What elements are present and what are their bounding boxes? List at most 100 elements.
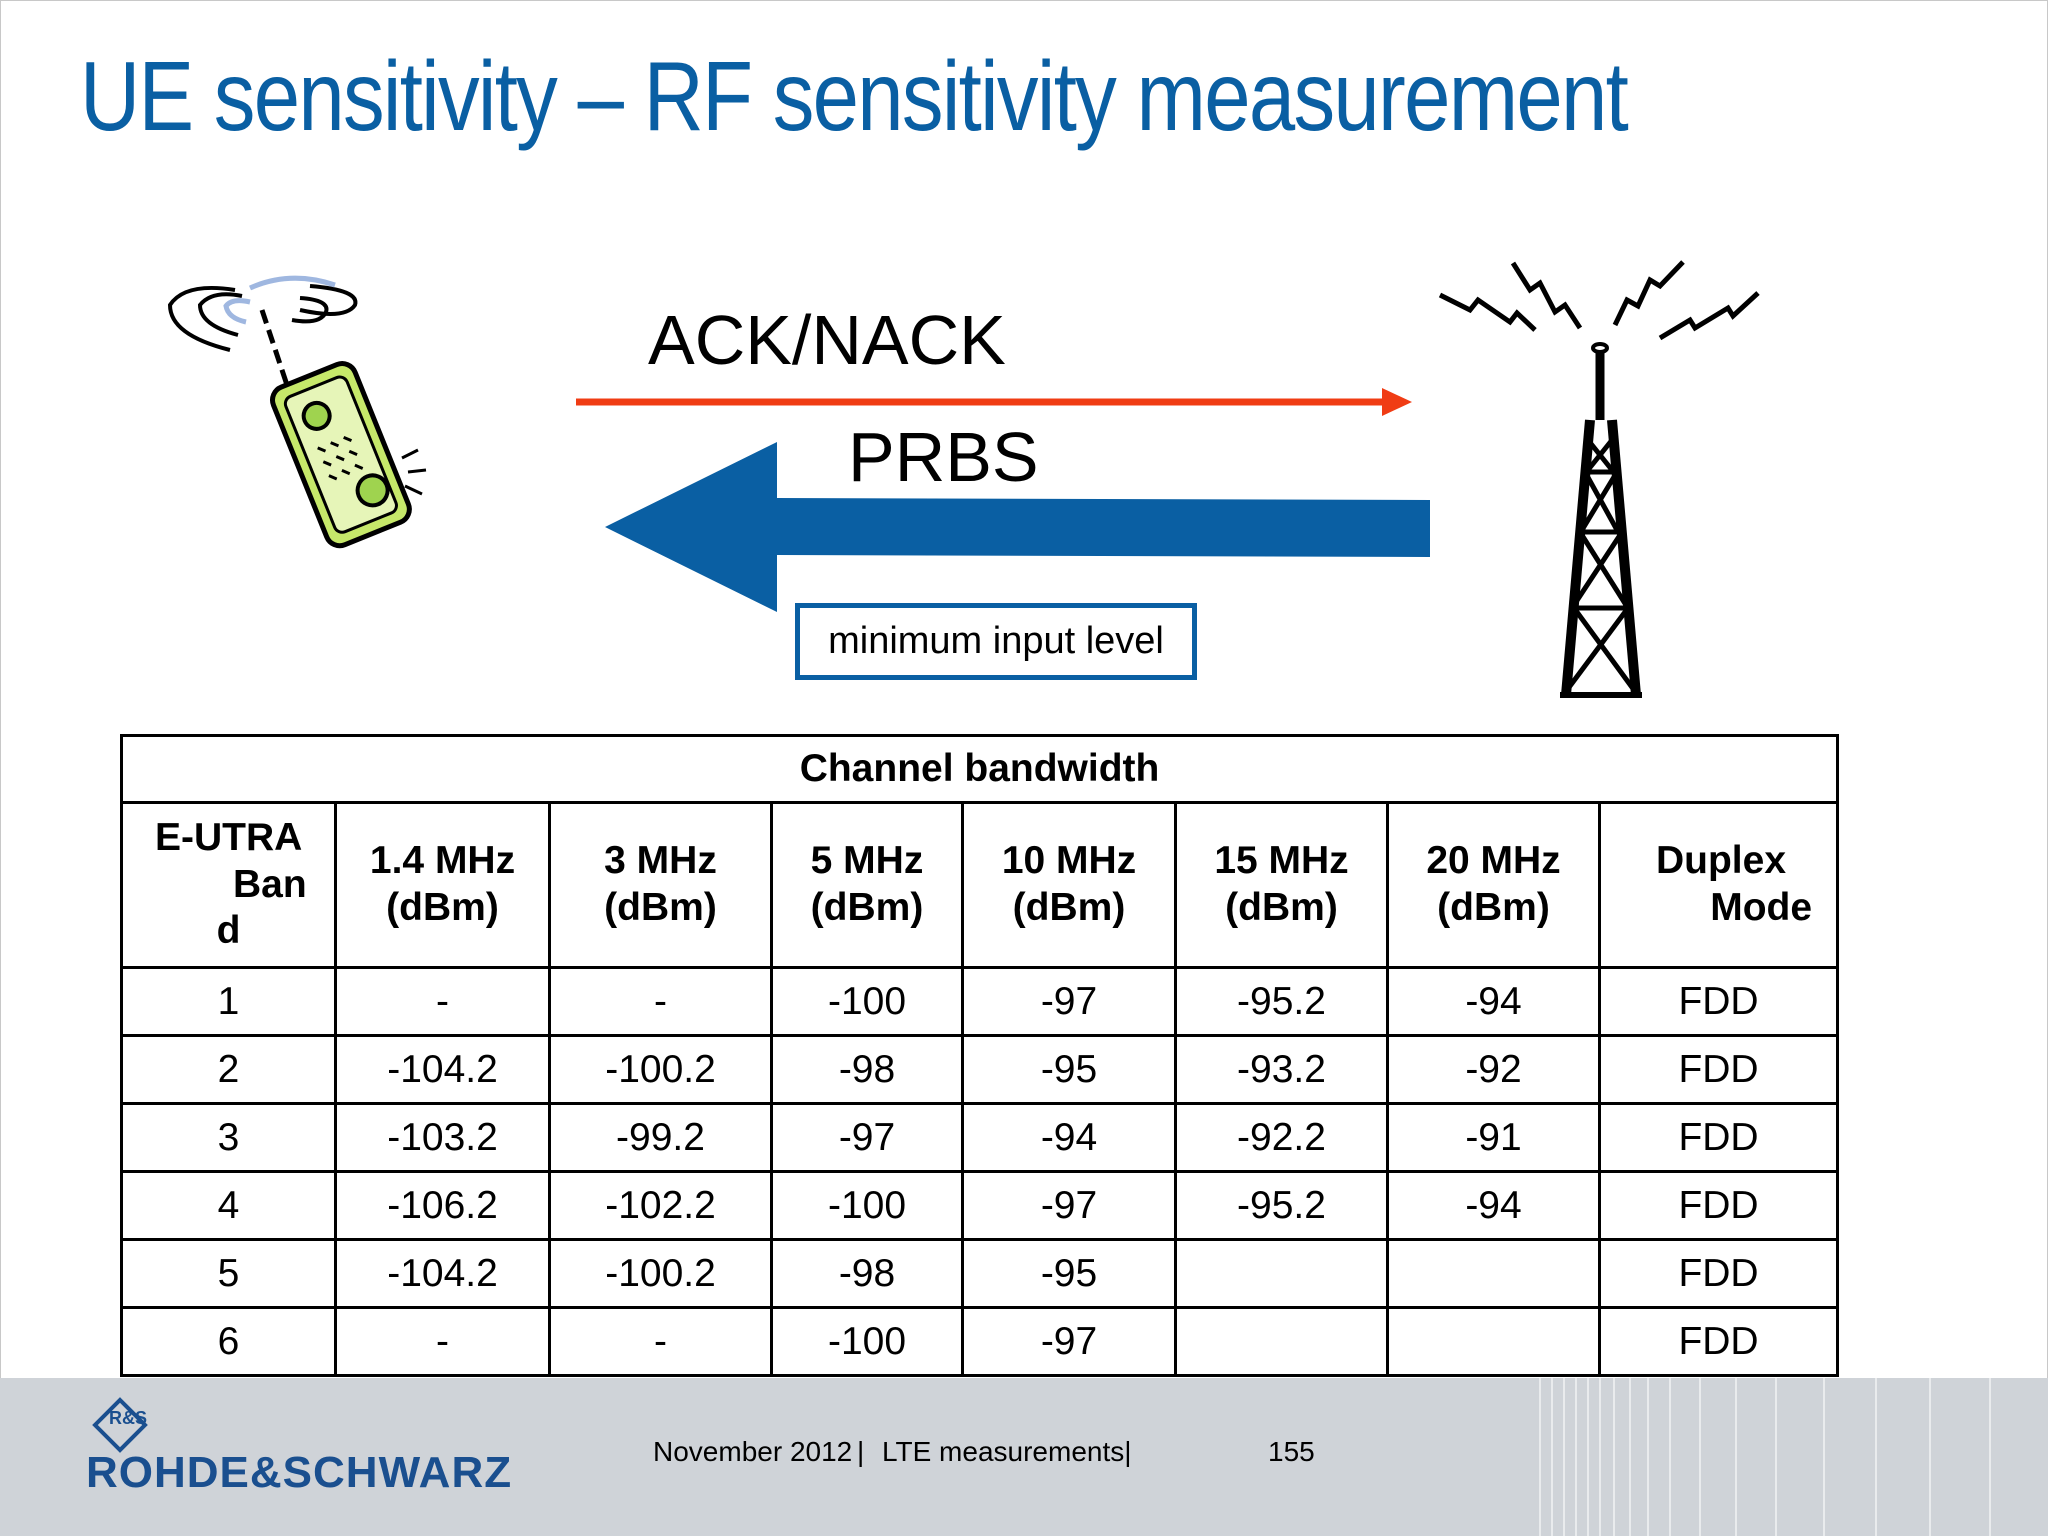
sensitivity-cell: -95.2	[1174, 966, 1389, 1037]
sensitivity-cell: -104.2	[334, 1238, 551, 1309]
table-row: 5 -104.2 -100.2 -98 -95 FDD	[120, 1238, 1840, 1309]
sensitivity-cell: -92	[1386, 1034, 1601, 1105]
header-text: 20 MHz	[1426, 839, 1561, 883]
duplex-cell: FDD	[1597, 1034, 1840, 1105]
sensitivity-cell: -92.2	[1174, 1102, 1389, 1173]
sensitivity-cell: -100	[770, 966, 964, 1037]
bandwidth-header-20mhz: 20 MHz (dBm)	[1386, 801, 1601, 969]
duplex-cell: FDD	[1597, 966, 1840, 1037]
table-row: 2 -104.2 -100.2 -98 -95 -93.2 -92 FDD	[120, 1034, 1840, 1105]
sensitivity-cell: -97	[961, 1170, 1177, 1241]
sensitivity-cell: -95	[961, 1238, 1177, 1309]
logo-wordmark: ROHDE&SCHWARZ	[86, 1448, 513, 1497]
sensitivity-cell: -	[334, 966, 551, 1037]
sensitivity-cell: -97	[961, 1306, 1177, 1377]
sensitivity-cell	[1174, 1306, 1389, 1377]
footer-stripes	[1539, 1378, 1991, 1536]
sensitivity-cell: -95	[961, 1034, 1177, 1105]
sensitivity-cell: -97	[770, 1102, 964, 1173]
header-unit: (dBm)	[1437, 886, 1550, 929]
bandwidth-header-1-4mhz: 1.4 MHz (dBm)	[334, 801, 551, 969]
footer-date: November 2012	[653, 1436, 853, 1467]
duplex-cell: FDD	[1597, 1238, 1840, 1309]
footer-bar	[0, 1378, 2048, 1536]
table-header-row: E-UTRA Ban d 1.4 MHz (dBm) 3 MHz (dBm) 5 M…	[120, 801, 1840, 969]
channel-bandwidth-header: Channel bandwidth	[119, 734, 1840, 804]
sensitivity-cell: -94	[1386, 1170, 1601, 1241]
minimum-input-level-box: minimum input level	[795, 603, 1197, 680]
band-cell: 2	[120, 1034, 337, 1105]
header-text: 15 MHz	[1214, 839, 1349, 883]
sensitivity-cell	[1174, 1238, 1389, 1309]
duplex-cell: FDD	[1597, 1102, 1840, 1173]
header-unit: (dBm)	[386, 886, 499, 929]
header-unit: (dBm)	[604, 886, 717, 929]
band-header-line-3: d	[216, 909, 241, 953]
duplex-cell: FDD	[1597, 1170, 1840, 1241]
sensitivity-cell: -	[548, 966, 773, 1037]
band-cell: 4	[120, 1170, 337, 1241]
sensitivity-cell: -93.2	[1174, 1034, 1389, 1105]
table-row: 6- - -100 -97 FDD	[120, 1306, 1840, 1377]
sensitivity-cell: -91	[1386, 1102, 1601, 1173]
sensitivity-cell: -94	[961, 1102, 1177, 1173]
slide-title: UE sensitivity – RF sensitivity measurem…	[80, 41, 1629, 151]
sensitivity-cell: -100.2	[548, 1034, 773, 1105]
sensitivity-cell: -94	[1386, 966, 1601, 1037]
header-text: 1.4 MHz	[369, 839, 516, 883]
mobile-phone-icon	[167, 275, 427, 549]
sensitivity-cell: -99.2	[548, 1102, 773, 1173]
table-row: 1- - -100 -97 -95.2 -94 FDD	[120, 966, 1840, 1037]
table-body: 1- - -100 -97 -95.2 -94 FDD 2 -104.2 -100.2 -98 -95…	[120, 966, 1840, 1377]
sensitivity-table: Channel bandwidth E-UTRA Ban d 1.4 MHz (d…	[119, 734, 1840, 1377]
band-cell: 6	[120, 1306, 337, 1377]
table-row: 4 -106.2 -102.2 -100 -97 -95.2 -94 FDD	[120, 1170, 1840, 1241]
duplex-cell: FDD	[1597, 1306, 1840, 1377]
prbs-label: PRBS	[848, 418, 1039, 496]
sensitivity-cell: -103.2	[334, 1102, 551, 1173]
sensitivity-cell: -	[334, 1306, 551, 1377]
duplex-header-line-1: Duplex	[1656, 839, 1787, 883]
header-unit: (dBm)	[1225, 886, 1338, 929]
band-cell: 1	[120, 966, 337, 1037]
ack-nack-label: ACK/NACK	[648, 301, 1006, 379]
bandwidth-header-5mhz: 5 MHz (dBm)	[770, 801, 964, 969]
footer-topic: LTE measurements|	[882, 1436, 1132, 1467]
footer-page-number: 155	[1268, 1436, 1315, 1467]
header-text: 5 MHz	[810, 839, 924, 883]
sensitivity-cell: -104.2	[334, 1034, 551, 1105]
sensitivity-cell: -102.2	[548, 1170, 773, 1241]
header-unit: (dBm)	[810, 886, 924, 929]
band-header-line-2: Ban	[233, 862, 307, 906]
sensitivity-cell: -98	[770, 1034, 964, 1105]
band-column-header: E-UTRA Ban d	[120, 801, 337, 969]
sensitivity-cell: -100	[770, 1306, 964, 1377]
sensitivity-cell: -95.2	[1174, 1170, 1389, 1241]
sensitivity-cell	[1386, 1238, 1601, 1309]
sensitivity-cell	[1386, 1306, 1601, 1377]
header-text: 3 MHz	[604, 839, 717, 883]
bandwidth-header-15mhz: 15 MHz (dBm)	[1174, 801, 1389, 969]
band-header-line-1: E-UTRA	[155, 815, 303, 859]
duplex-header-line-2: Mode	[1710, 886, 1813, 929]
band-cell: 3	[120, 1102, 337, 1173]
ack-nack-arrow	[576, 388, 1412, 416]
bandwidth-header-3mhz: 3 MHz (dBm)	[548, 801, 773, 969]
sensitivity-cell: -97	[961, 966, 1177, 1037]
duplex-mode-header: Duplex Mode	[1597, 801, 1840, 969]
bandwidth-header-10mhz: 10 MHz (dBm)	[961, 801, 1177, 969]
sensitivity-cell: -98	[770, 1238, 964, 1309]
sensitivity-cell: -100	[770, 1170, 964, 1241]
table-row: 3 -103.2 -99.2 -97 -94 -92.2 -91 FDD	[120, 1102, 1840, 1173]
band-cell: 5	[120, 1238, 337, 1309]
base-station-tower-icon	[1438, 260, 1760, 698]
table-group-header-row: Channel bandwidth	[119, 734, 1840, 804]
prbs-arrow	[605, 442, 1430, 612]
header-text: 10 MHz	[1001, 839, 1137, 883]
header-unit: (dBm)	[1012, 886, 1126, 929]
sensitivity-cell: -106.2	[334, 1170, 551, 1241]
minimum-input-level-label: minimum input level	[828, 620, 1164, 662]
sensitivity-cell: -100.2	[548, 1238, 773, 1309]
sensitivity-cell: -	[548, 1306, 773, 1377]
